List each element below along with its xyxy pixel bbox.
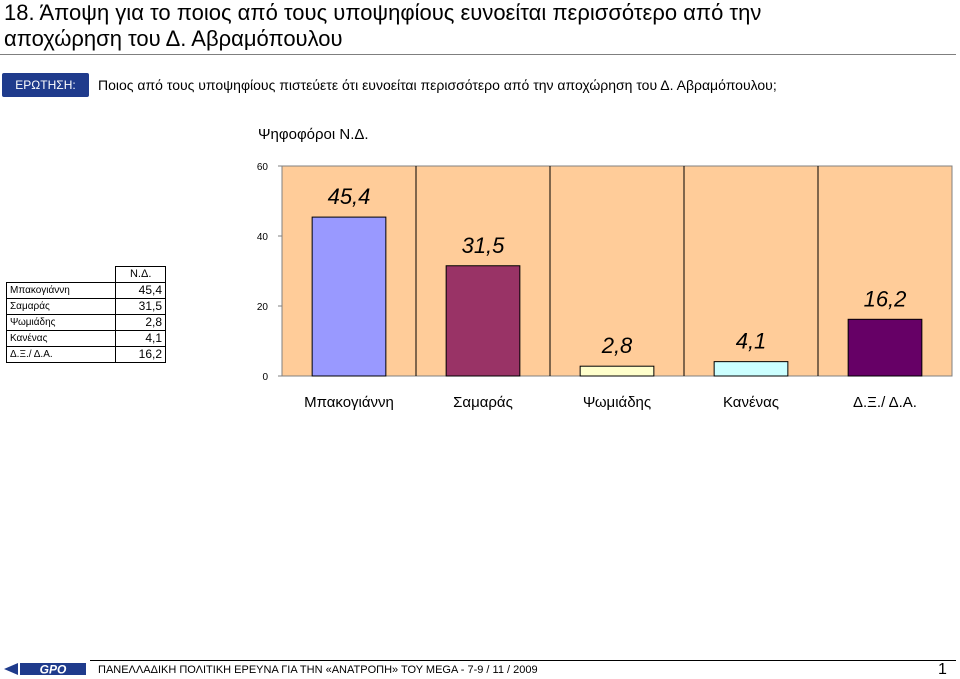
table-cell-value: 31,5	[115, 298, 166, 315]
svg-text:GPO: GPO	[40, 663, 67, 677]
data-label: 16,2	[864, 286, 907, 311]
bar	[311, 216, 387, 377]
table-row: Κανένας 4,1	[5, 330, 166, 347]
bar	[579, 365, 655, 377]
footer-divider	[90, 660, 956, 661]
x-tick-label: Σαμαράς	[453, 394, 513, 411]
data-label: 31,5	[462, 233, 506, 258]
bar	[713, 361, 789, 377]
table-row: Μπακογιάννη 45,4	[5, 282, 166, 299]
title-line-2: αποχώρηση του Δ. Αβραμόπουλου	[4, 26, 343, 51]
x-tick-label: Δ.Ξ./ Δ.Α.	[853, 394, 917, 411]
slide-title: 18. Άποψη για το ποιος από τους υποψηφίο…	[4, 0, 956, 52]
data-label: 45,4	[328, 184, 371, 209]
bar	[847, 318, 923, 377]
footer-text: ΠΑΝΕΛΛΑΔΙΚΗ ΠΟΛΙΤΙΚΗ ΕΡΕΥΝΑ ΓΙΑ ΤΗΝ «ΑΝΑ…	[98, 664, 538, 676]
bar	[445, 265, 521, 377]
data-label: 2,8	[601, 333, 633, 358]
table-cell-value: 16,2	[115, 346, 166, 363]
y-tick-label: 0	[262, 372, 268, 383]
title-line-1: 18. Άποψη για το ποιος από τους υποψηφίο…	[4, 0, 762, 25]
table-row: Σαμαράς 31,5	[5, 298, 166, 315]
table-row: Ψωμιάδης 2,8	[5, 314, 166, 331]
x-tick-label: Ψωμιάδης	[583, 394, 651, 411]
y-tick-label: 60	[257, 162, 269, 173]
title-divider	[0, 54, 956, 55]
x-tick-label: Κανένας	[723, 394, 779, 411]
y-tick-label: 20	[257, 302, 269, 313]
table-cell-label: Ψωμιάδης	[5, 314, 117, 331]
table-cell-value: 45,4	[115, 282, 166, 299]
table-cell-label: Μπακογιάννη	[5, 282, 117, 299]
gpo-logo-icon: GPO	[4, 663, 86, 677]
y-tick-label: 40	[257, 232, 269, 243]
table-header-empty	[7, 267, 116, 283]
table-header: Ν.Δ.	[115, 266, 166, 283]
question-tag: ΕΡΩΤΗΣΗ:	[2, 73, 89, 97]
table-cell-label: Σαμαράς	[5, 298, 117, 315]
data-table: Ν.Δ. Μπακογιάννη 45,4 Σαμαράς 31,5 Ψωμιά…	[5, 266, 166, 363]
table-cell-value: 2,8	[115, 314, 166, 331]
question-text: Ποιος από τους υποψηφίους πιστεύετε ότι …	[98, 77, 777, 93]
page-number: 1	[938, 661, 947, 678]
table-cell-label: Δ.Ξ./ Δ.Α.	[5, 346, 117, 363]
x-tick-label: Μπακογιάννη	[304, 394, 394, 411]
table-cell-value: 4,1	[115, 330, 166, 347]
plot-area	[281, 165, 953, 377]
data-label: 4,1	[736, 329, 767, 354]
table-row: Δ.Ξ./ Δ.Α. 16,2	[5, 346, 166, 363]
chart-title: Ψηφοφόροι Ν.Δ.	[258, 126, 369, 143]
table-cell-label: Κανένας	[5, 330, 117, 347]
